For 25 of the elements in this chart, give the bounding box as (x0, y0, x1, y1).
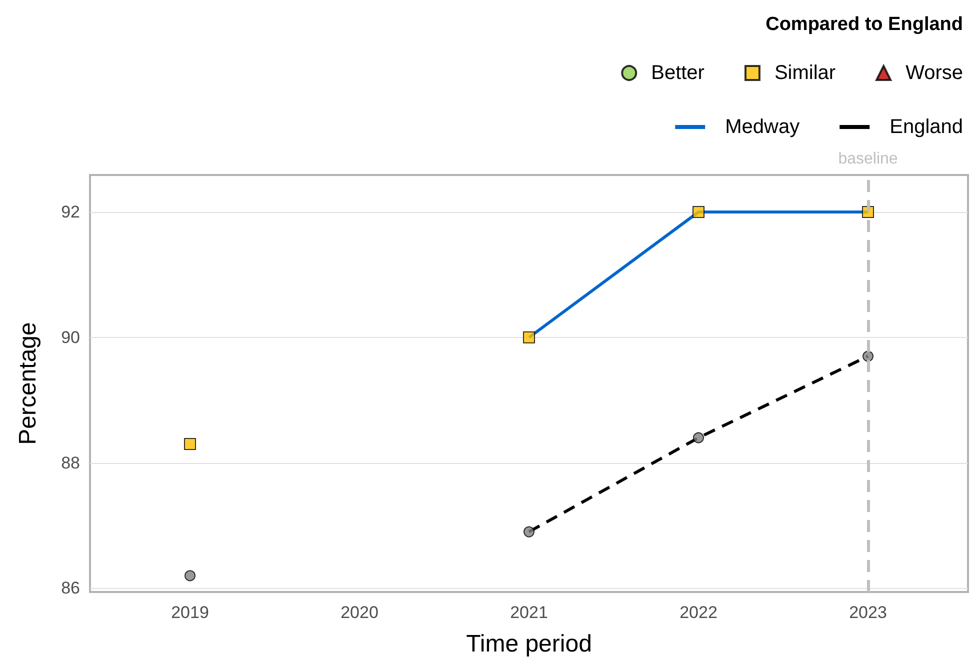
y-tick-label: 92 (61, 202, 80, 222)
legend-label: Worse (906, 62, 963, 84)
point (523, 331, 535, 344)
x-axis-title: Time period (466, 630, 592, 658)
x-tick-label: 2019 (171, 603, 209, 622)
point (184, 570, 196, 582)
legend-label: Better (651, 62, 705, 84)
point (524, 526, 534, 538)
x-tick-label: 2021 (510, 603, 548, 622)
legend-label: England (890, 116, 964, 138)
legend-label: Similar (774, 62, 836, 84)
y-tick-label: 86 (61, 578, 80, 598)
y-axis-title: Percentage (14, 322, 42, 445)
ref-line-label: baseline (838, 150, 898, 168)
x-tick-label: 2023 (849, 603, 887, 622)
legend-label: Medway (725, 116, 800, 138)
y-tick-label: 88 (61, 453, 80, 472)
point (692, 206, 704, 218)
y-tick-label: 90 (61, 328, 80, 347)
x-tick-label: 2022 (680, 603, 718, 622)
point (862, 350, 874, 362)
point (184, 438, 196, 450)
x-tick-label: 2020 (340, 603, 378, 622)
point (693, 432, 704, 444)
legend-title: Compared to England (766, 14, 964, 35)
